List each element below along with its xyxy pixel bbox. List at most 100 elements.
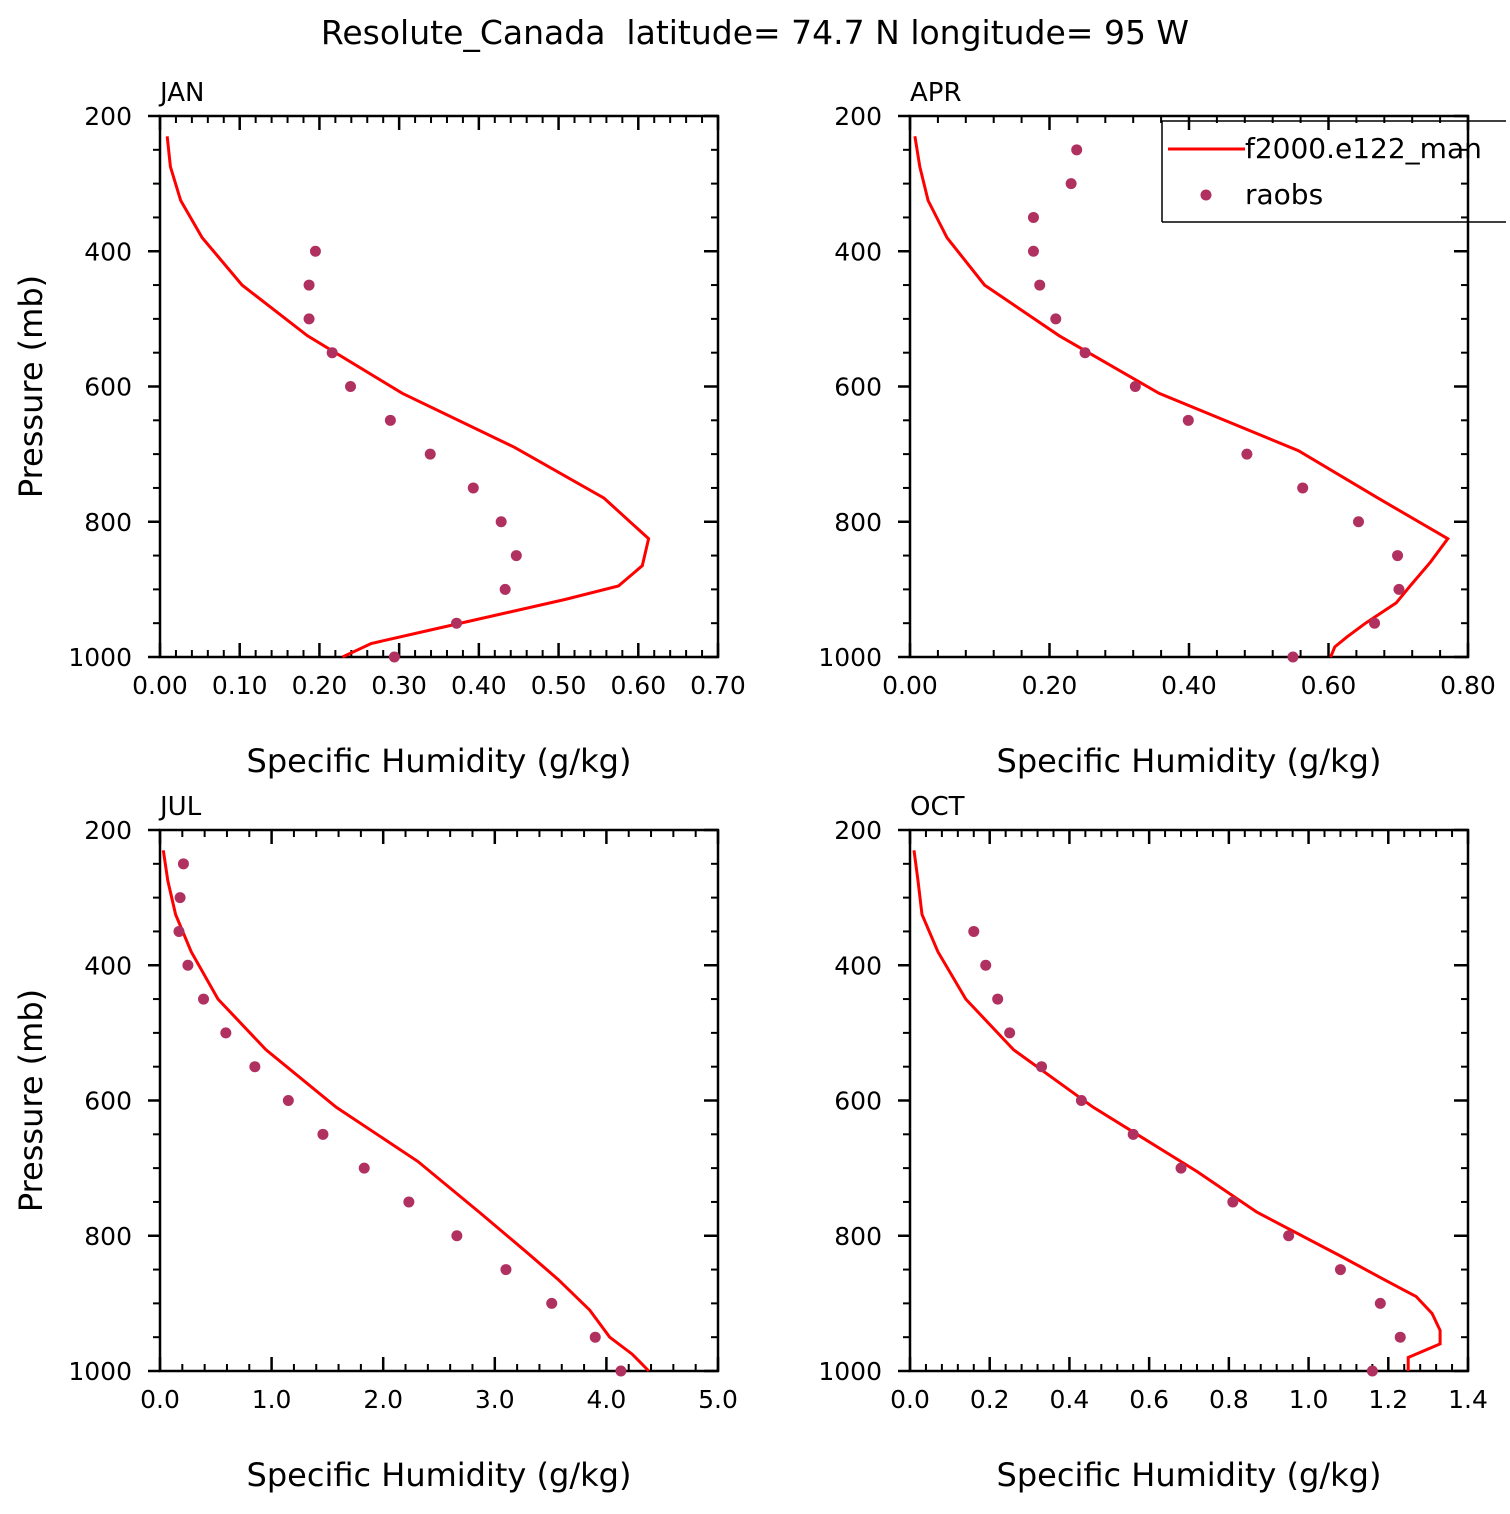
panel-oct-xtick-label: 0.8 bbox=[1209, 1385, 1249, 1414]
panel-jul-raobs-point bbox=[317, 1128, 329, 1140]
panel-jan-xtick-label: 0.40 bbox=[451, 671, 507, 700]
panel-jul-raobs-point bbox=[177, 858, 189, 870]
panel-apr-ytick-label: 600 bbox=[834, 373, 882, 402]
chart-title: Resolute_Canada latitude= 74.7 N longitu… bbox=[321, 13, 1189, 52]
panel-apr-raobs-point bbox=[1027, 211, 1039, 223]
panel-jan-ytick-label: 200 bbox=[84, 102, 132, 131]
panel-jan-xtick-label: 0.70 bbox=[690, 671, 746, 700]
panel-jan-raobs-point bbox=[499, 583, 511, 595]
panel-oct: OCT 0.0 0.2 0.4 0.6 0.8 1.0 1.2 1.4 200 400 600 800 1… bbox=[818, 792, 1488, 1494]
panel-jan-xtick-label: 0.60 bbox=[610, 671, 666, 700]
panel-apr-raobs-point bbox=[1297, 482, 1309, 494]
panel-jul-ytick-label: 800 bbox=[84, 1222, 132, 1251]
panel-jul: JUL 0.0 1.0 2.0 3.0 4.0 5.0 200 400 600 800 1000 Spe… bbox=[12, 792, 738, 1494]
panel-apr-frame bbox=[908, 114, 1470, 659]
panel-apr-raobs-point bbox=[1027, 245, 1039, 257]
panel-apr-raobs-point bbox=[1079, 347, 1091, 359]
panel-oct-raobs-point bbox=[1394, 1331, 1406, 1343]
panel-jan-ylabel: Pressure (mb) bbox=[12, 275, 50, 498]
panel-jul-ytick-label: 400 bbox=[84, 951, 132, 980]
panel-jul-xtick-label: 3.0 bbox=[475, 1385, 515, 1414]
panel-apr-xtick-label: 0.80 bbox=[1440, 671, 1496, 700]
panel-jan-xtick-label: 0.50 bbox=[531, 671, 587, 700]
panel-oct-ytick-label: 800 bbox=[834, 1222, 882, 1251]
panel-jan-raobs-point bbox=[309, 245, 321, 257]
panel-oct-xtick-label: 0.2 bbox=[970, 1385, 1010, 1414]
panel-oct-raobs-point bbox=[1075, 1095, 1087, 1106]
panel-jan-raobs-point bbox=[451, 617, 463, 629]
panel-jul-raobs-point bbox=[358, 1162, 370, 1174]
panel-jan-ytick-label: 1000 bbox=[68, 643, 132, 672]
panel-jul-ytick-label: 1000 bbox=[68, 1357, 132, 1386]
panel-jan-raobs-point bbox=[495, 516, 507, 528]
panel-apr-xtick-label: 0.40 bbox=[1161, 671, 1217, 700]
panel-jan-ytick-label: 400 bbox=[84, 237, 132, 266]
panel-oct-raobs-point bbox=[1036, 1061, 1048, 1073]
panel-oct-xtick-label: 0.6 bbox=[1129, 1385, 1169, 1414]
panel-apr-raobs-point bbox=[1392, 550, 1404, 562]
panel-oct-raobs-point bbox=[1004, 1027, 1016, 1039]
panel-jul-xlabel: Specific Humidity (g/kg) bbox=[247, 1456, 632, 1494]
panel-jan-series-model-line bbox=[165, 136, 651, 659]
panel-jul-xtick-label: 2.0 bbox=[363, 1385, 403, 1414]
panel-jul-ylabel: Pressure (mb) bbox=[12, 989, 50, 1212]
panel-oct-raobs-point bbox=[1334, 1264, 1346, 1276]
panel-apr-ytick-label: 1000 bbox=[818, 643, 882, 672]
panel-apr-raobs-point bbox=[1034, 279, 1046, 291]
panel-jan-raobs-point bbox=[424, 448, 436, 460]
panel-oct-series-model-line bbox=[912, 850, 1442, 1371]
panel-jul-raobs-point bbox=[403, 1196, 415, 1208]
panel-jul-raobs-point bbox=[182, 959, 194, 971]
panel-jul-raobs-point bbox=[174, 892, 186, 904]
panel-jan-xlabel: Specific Humidity (g/kg) bbox=[247, 742, 632, 780]
panel-oct-xtick-label: 0.4 bbox=[1050, 1385, 1090, 1414]
panel-apr-raobs-point bbox=[1393, 583, 1405, 595]
panel-jan-raobs-point bbox=[384, 414, 396, 426]
panel-apr-raobs-point bbox=[1050, 313, 1062, 325]
panel-apr-raobs-point bbox=[1129, 381, 1141, 392]
panel-jul-xtick-label: 1.0 bbox=[252, 1385, 292, 1414]
panel-jan-raobs-point bbox=[467, 482, 479, 494]
panel-jan-ytick-label: 800 bbox=[84, 508, 132, 537]
panel-apr-raobs-point bbox=[1071, 144, 1083, 156]
panel-jul-xtick-label: 5.0 bbox=[698, 1385, 738, 1414]
panel-jan-raobs-point bbox=[303, 313, 315, 325]
panel-jan-raobs-point bbox=[388, 651, 400, 663]
panel-oct-raobs-point bbox=[1127, 1128, 1139, 1140]
panel-jul-frame bbox=[158, 828, 720, 1373]
panel-oct-ytick-label: 1000 bbox=[818, 1357, 882, 1386]
panel-jul-ytick-label: 600 bbox=[84, 1087, 132, 1116]
panel-apr: APR 0.00 0.20 0.40 0.60 0.80 200 400 600 800 1000 S… bbox=[818, 78, 1495, 780]
panel-apr-raobs-point bbox=[1241, 448, 1253, 460]
panel-jan-xtick-label: 0.00 bbox=[132, 671, 188, 700]
panel-jan-xtick-label: 0.20 bbox=[292, 671, 348, 700]
panel-oct-raobs-point bbox=[1283, 1230, 1295, 1242]
panel-jul-xtick-label: 4.0 bbox=[587, 1385, 627, 1414]
panel-jan-xtick-label: 0.30 bbox=[371, 671, 427, 700]
panel-apr-raobs-point bbox=[1182, 414, 1194, 426]
legend-model-label: f2000.e122_man bbox=[1245, 132, 1482, 165]
panel-oct-frame bbox=[908, 828, 1470, 1373]
panel-jul-xtick-label: 0.0 bbox=[140, 1385, 180, 1414]
panel-apr-xtick-label: 0.20 bbox=[1022, 671, 1078, 700]
panel-jan-raobs-point bbox=[326, 347, 338, 359]
panel-jul-ytick-label: 200 bbox=[84, 816, 132, 845]
panel-jan-ytick-label: 600 bbox=[84, 373, 132, 402]
panel-apr-xtick-label: 0.00 bbox=[882, 671, 938, 700]
panel-jul-raobs-point bbox=[198, 993, 210, 1005]
panel-oct-xtick-label: 1.2 bbox=[1368, 1385, 1408, 1414]
panel-jul-series-model-line bbox=[161, 850, 650, 1373]
panel-jul-raobs-point bbox=[173, 925, 185, 937]
panel-oct-raobs-point bbox=[980, 959, 992, 971]
panel-oct-raobs-point bbox=[1366, 1365, 1378, 1377]
panel-oct-ytick-label: 200 bbox=[834, 816, 882, 845]
panel-jan-xtick-label: 0.10 bbox=[212, 671, 268, 700]
panel-apr-label: APR bbox=[910, 78, 962, 108]
legend-raobs-swatch bbox=[1200, 189, 1212, 201]
panel-apr-ytick-label: 400 bbox=[834, 237, 882, 266]
panel-jul-raobs-point bbox=[615, 1365, 627, 1377]
panel-jul-raobs-point bbox=[282, 1095, 294, 1106]
panel-apr-ytick-label: 200 bbox=[834, 102, 882, 131]
